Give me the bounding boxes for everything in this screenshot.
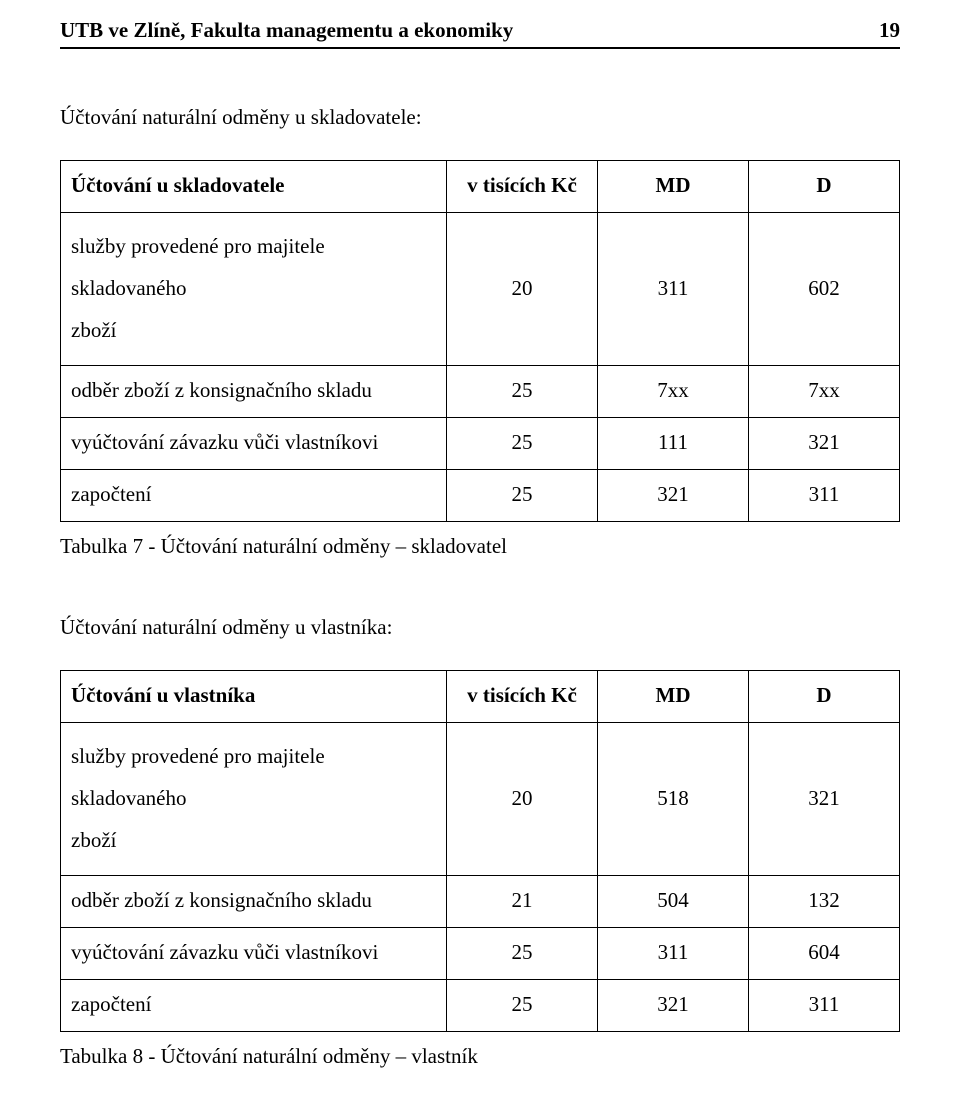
cell-md-val: 518 (657, 786, 689, 810)
page-header: UTB ve Zlíně, Fakulta managementu a ekon… (60, 18, 900, 49)
cell-units: 20 (447, 213, 598, 366)
cell-d: 132 (749, 876, 900, 928)
table-row: služby provedené pro majitele skladované… (61, 213, 900, 366)
col-header-units: v tisících Kč (447, 161, 598, 213)
cell-md: 111 (598, 418, 749, 470)
cell-d: 7xx (749, 366, 900, 418)
cell-label: vyúčtování závazku vůči vlastníkovi (61, 928, 447, 980)
cell-d-val: 602 (808, 276, 840, 300)
table-row: započtení 25 321 311 (61, 470, 900, 522)
cell-d-val: 321 (808, 786, 840, 810)
cell-md: 504 (598, 876, 749, 928)
cell-md: 311 (598, 928, 749, 980)
cell-md: 7xx (598, 366, 749, 418)
cell-d: 321 (749, 723, 900, 876)
table-row: Účtování u skladovatele v tisících Kč MD… (61, 161, 900, 213)
cell-label: započtení (61, 470, 447, 522)
cell-md-val: 311 (658, 276, 689, 300)
col-header-units: v tisících Kč (447, 671, 598, 723)
cell-units: 21 (447, 876, 598, 928)
cell-d: 604 (749, 928, 900, 980)
cell-units: 25 (447, 470, 598, 522)
section2-intro: Účtování naturální odměny u vlastníka: (60, 615, 900, 640)
cell-label-line1: služby provedené pro majitele skladované… (71, 234, 325, 300)
cell-units: 25 (447, 418, 598, 470)
cell-label-line1: služby provedené pro majitele skladované… (71, 744, 325, 810)
table-row: Účtování u vlastníka v tisících Kč MD D (61, 671, 900, 723)
cell-label: služby provedené pro majitele skladované… (61, 723, 447, 876)
col-header-md: MD (598, 671, 749, 723)
cell-label-line2: zboží (71, 828, 116, 852)
cell-units: 25 (447, 366, 598, 418)
cell-units: 20 (447, 723, 598, 876)
table-vlastnik: Účtování u vlastníka v tisících Kč MD D … (60, 670, 900, 1032)
cell-md: 321 (598, 980, 749, 1032)
cell-d: 311 (749, 470, 900, 522)
table2-caption: Tabulka 8 - Účtování naturální odměny – … (60, 1044, 900, 1069)
cell-units: 25 (447, 928, 598, 980)
cell-md: 518 (598, 723, 749, 876)
table-row: vyúčtování závazku vůči vlastníkovi 25 3… (61, 928, 900, 980)
cell-d: 311 (749, 980, 900, 1032)
cell-d: 321 (749, 418, 900, 470)
col-header-md: MD (598, 161, 749, 213)
table-skladovatel: Účtování u skladovatele v tisících Kč MD… (60, 160, 900, 522)
cell-d: 602 (749, 213, 900, 366)
section1-intro: Účtování naturální odměny u skladovatele… (60, 105, 900, 130)
table-row: vyúčtování závazku vůči vlastníkovi 25 1… (61, 418, 900, 470)
col-header-d: D (749, 161, 900, 213)
cell-label: započtení (61, 980, 447, 1032)
header-page-number: 19 (879, 18, 900, 43)
col-header-item: Účtování u vlastníka (61, 671, 447, 723)
table-row: započtení 25 321 311 (61, 980, 900, 1032)
cell-label: odběr zboží z konsignačního skladu (61, 366, 447, 418)
table-row: odběr zboží z konsignačního skladu 21 50… (61, 876, 900, 928)
cell-label-line2: zboží (71, 318, 116, 342)
table-row: služby provedené pro majitele skladované… (61, 723, 900, 876)
cell-md: 311 (598, 213, 749, 366)
cell-label: služby provedené pro majitele skladované… (61, 213, 447, 366)
col-header-item: Účtování u skladovatele (61, 161, 447, 213)
cell-units-val: 20 (512, 276, 533, 300)
cell-units-val: 20 (512, 786, 533, 810)
cell-units: 25 (447, 980, 598, 1032)
col-header-d: D (749, 671, 900, 723)
table1-caption: Tabulka 7 - Účtování naturální odměny – … (60, 534, 900, 559)
cell-md: 321 (598, 470, 749, 522)
table-row: odběr zboží z konsignačního skladu 25 7x… (61, 366, 900, 418)
page: UTB ve Zlíně, Fakulta managementu a ekon… (0, 0, 960, 1109)
cell-label: odběr zboží z konsignačního skladu (61, 876, 447, 928)
cell-label: vyúčtování závazku vůči vlastníkovi (61, 418, 447, 470)
header-left: UTB ve Zlíně, Fakulta managementu a ekon… (60, 18, 513, 43)
